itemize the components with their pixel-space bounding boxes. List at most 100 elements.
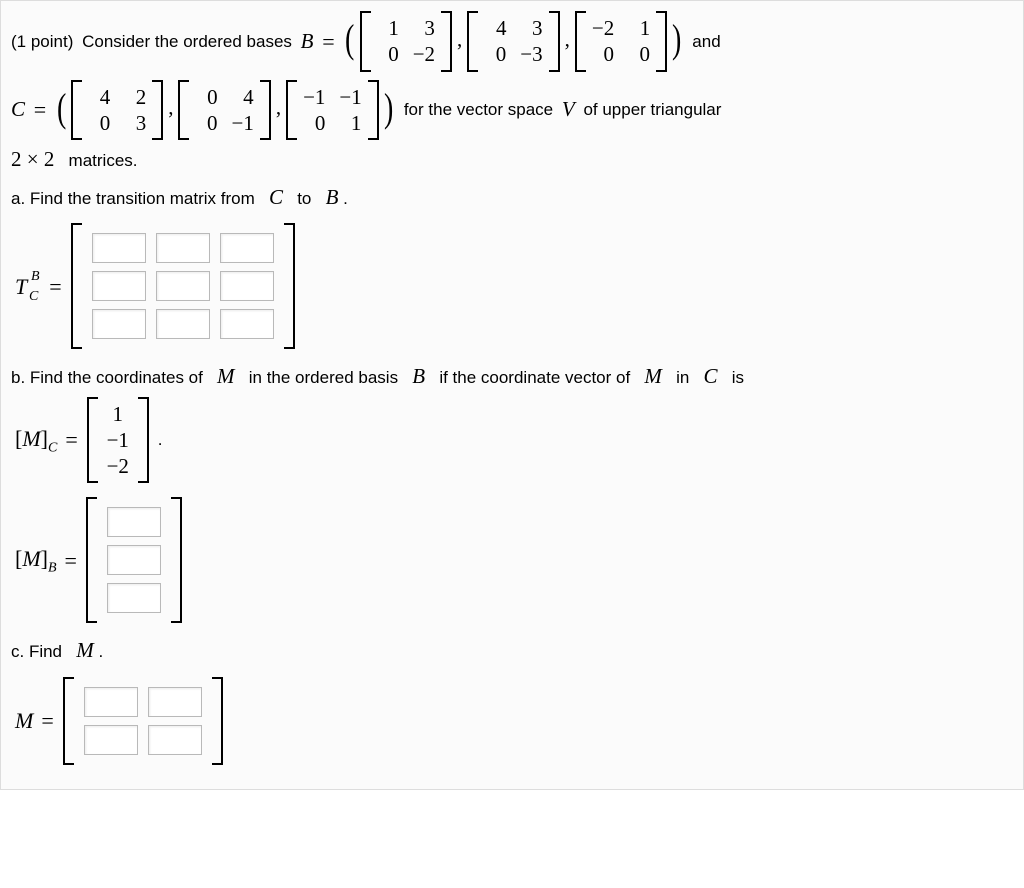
matrix-cell: −1 <box>303 84 325 110</box>
period: . <box>98 642 103 661</box>
T-input-cell[interactable] <box>220 271 274 301</box>
comma: , <box>565 27 570 51</box>
M-symbol: M <box>217 364 235 388</box>
matrix-cell: −1 <box>231 110 253 136</box>
MB-input-cell[interactable] <box>107 545 161 575</box>
matrix-cell: 0 <box>195 110 217 136</box>
matrix-cell: −3 <box>520 41 542 67</box>
problem-container: (1 point) Consider the ordered bases B =… <box>0 0 1024 790</box>
vector-cell: −2 <box>104 453 132 479</box>
period: . <box>158 427 163 453</box>
equals: = <box>49 270 61 303</box>
T-input-cell[interactable] <box>220 309 274 339</box>
and-text: and <box>692 29 720 55</box>
M-input-cell[interactable] <box>148 687 202 717</box>
part-a-answer: T B C = <box>11 221 1013 351</box>
T-input-cell[interactable] <box>156 271 210 301</box>
B-symbol: B <box>301 26 314 58</box>
to-text: to <box>297 189 311 208</box>
intro-line-2: C = ( 4203,040−1,−1−101 ) for the vector… <box>11 78 1013 143</box>
matrix-cell: 3 <box>124 110 146 136</box>
part-b-text2: in the ordered basis <box>249 368 398 387</box>
T-matrix-input <box>70 221 296 351</box>
matrix-cell: 0 <box>196 84 218 110</box>
MC-vector: 1−1−2 <box>86 395 150 486</box>
basis-B: 130−2,430−3,−2100 <box>359 9 669 74</box>
B-symbol: B <box>326 185 339 209</box>
MB-input-cell[interactable] <box>107 507 161 537</box>
M-input-cell[interactable] <box>84 725 138 755</box>
T-input-cell[interactable] <box>92 309 146 339</box>
equals: = <box>65 544 77 577</box>
part-b-text3: if the coordinate vector of <box>439 368 630 387</box>
part-b-text1: b. Find the coordinates of <box>11 368 203 387</box>
matrix-cell: 2 <box>124 84 146 110</box>
matrix-cell: 0 <box>484 41 506 67</box>
M-label: M <box>15 704 33 737</box>
part-a-prompt: a. Find the transition matrix from C to … <box>11 182 1013 214</box>
points-label: (1 point) <box>11 29 73 55</box>
period: . <box>343 189 348 208</box>
M-input-cell[interactable] <box>148 725 202 755</box>
intro-line-3: 2 × 2 matrices. <box>11 144 1013 176</box>
C-symbol: C <box>11 94 25 126</box>
intro-text: Consider the ordered bases <box>82 29 292 55</box>
matrix-cell: −2 <box>413 41 435 67</box>
matrix-cell: 4 <box>484 15 506 41</box>
T-input-cell[interactable] <box>156 233 210 263</box>
T-input-cell[interactable] <box>156 309 210 339</box>
equals: = <box>322 25 334 58</box>
MB-vector-input <box>85 495 183 625</box>
T-label: T B C <box>15 270 41 303</box>
open-paren: ( <box>345 19 354 59</box>
matrix-cell: −2 <box>592 15 614 41</box>
matrix-cell: −1 <box>339 84 361 110</box>
M-symbol: M <box>644 364 662 388</box>
part-a-text: a. Find the transition matrix from <box>11 189 255 208</box>
part-c-answer: M = <box>11 675 1013 767</box>
vector-cell: 1 <box>104 401 132 427</box>
M-symbol: M <box>76 638 94 662</box>
M-input-cell[interactable] <box>84 687 138 717</box>
comma: , <box>276 95 281 119</box>
C-symbol: C <box>704 364 718 388</box>
matrix-cell: 0 <box>592 41 614 67</box>
equals: = <box>41 704 53 737</box>
matrix-cell: 4 <box>88 84 110 110</box>
C-symbol: C <box>269 185 283 209</box>
part-b-prompt: b. Find the coordinates of M in the orde… <box>11 361 1013 393</box>
intro-line-1: (1 point) Consider the ordered bases B =… <box>11 9 1013 74</box>
MC-given: [M]C = 1−1−2 . <box>11 395 1013 486</box>
two-by-two: 2 × 2 <box>11 147 54 171</box>
of-text: of upper triangular <box>583 97 721 123</box>
equals: = <box>65 423 77 456</box>
matrix-cell: 1 <box>339 110 361 136</box>
matrix-cell: 1 <box>628 15 650 41</box>
part-c-prompt: c. Find M . <box>11 635 1013 667</box>
vector-cell: −1 <box>104 427 132 453</box>
MB-label: [M]B <box>15 542 57 578</box>
matrix-cell: 1 <box>377 15 399 41</box>
B-symbol: B <box>412 364 425 388</box>
open-paren: ( <box>57 88 66 128</box>
MC-label: [M]C <box>15 422 57 458</box>
comma: , <box>457 27 462 51</box>
V-symbol: V <box>562 94 575 126</box>
in-text: in <box>676 368 689 387</box>
matrix-cell: 4 <box>232 84 254 110</box>
T-input-cell[interactable] <box>220 233 274 263</box>
matrix-cell: 3 <box>413 15 435 41</box>
MB-input-cell[interactable] <box>107 583 161 613</box>
T-input-cell[interactable] <box>92 271 146 301</box>
M-matrix-input <box>62 675 224 767</box>
for-text: for the vector space <box>404 97 553 123</box>
part-c-text: c. Find <box>11 642 62 661</box>
close-paren: ) <box>672 19 681 59</box>
matrix-cell: 3 <box>520 15 542 41</box>
comma: , <box>168 95 173 119</box>
matrices-text: matrices. <box>69 151 138 170</box>
matrix-cell: 0 <box>377 41 399 67</box>
T-input-cell[interactable] <box>92 233 146 263</box>
equals: = <box>34 93 46 126</box>
close-paren: ) <box>384 88 393 128</box>
